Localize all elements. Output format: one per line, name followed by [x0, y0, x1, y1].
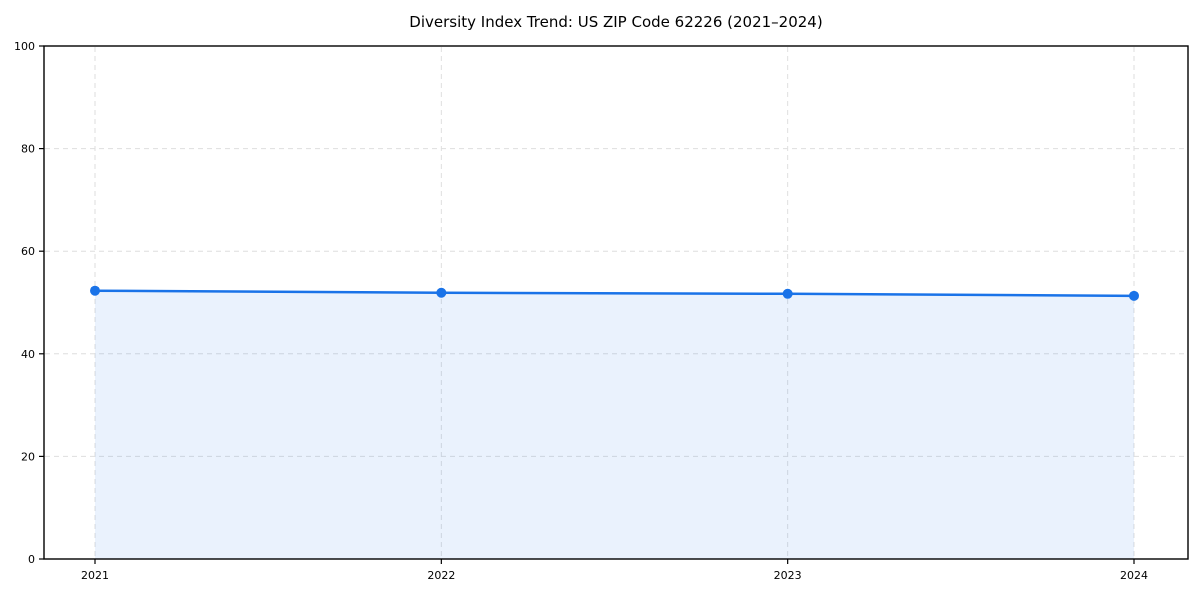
y-tick-label: 0 — [28, 553, 35, 566]
x-tick-label: 2024 — [1120, 569, 1148, 582]
area-fill — [95, 290, 1134, 559]
x-tick-label: 2022 — [427, 569, 455, 582]
y-tick-label: 40 — [21, 348, 35, 361]
y-tick-label: 20 — [21, 450, 35, 463]
data-point-2021 — [90, 285, 100, 296]
spines — [43, 45, 1189, 560]
x-tick-label: 2023 — [774, 569, 802, 582]
series-layer — [90, 285, 1139, 559]
data-point-2022 — [436, 287, 447, 298]
trend-line — [93, 289, 1136, 298]
data-point-2023 — [782, 288, 793, 299]
grid-layer — [45, 47, 1187, 558]
y-tick-label: 60 — [21, 245, 35, 258]
chart-title: Diversity Index Trend: US ZIP Code 62226… — [409, 13, 822, 31]
plot-frame — [43, 45, 1189, 560]
y-tick-label: 100 — [14, 40, 35, 53]
axis-layer: 0 20 40 60 80 100 2021 2022 2023 2024 — [14, 40, 1148, 582]
x-tick-label: 2021 — [81, 569, 109, 582]
data-point-2024 — [1129, 290, 1139, 301]
y-tick-label: 80 — [21, 143, 35, 156]
